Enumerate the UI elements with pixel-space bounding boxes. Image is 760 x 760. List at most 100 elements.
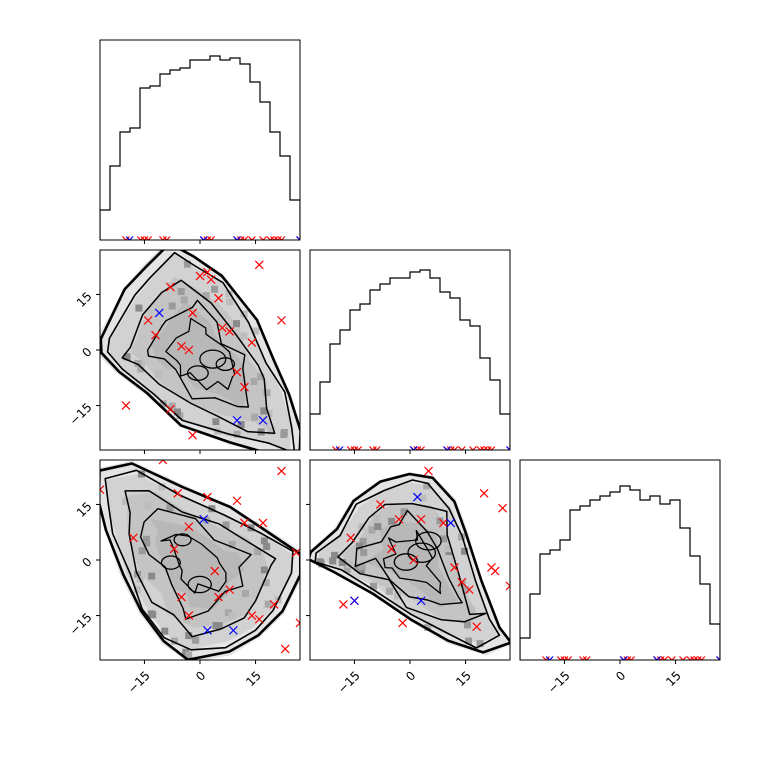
density-cell: [264, 600, 272, 608]
red-x-marker: [346, 446, 355, 450]
red-x-marker: [693, 656, 702, 660]
density-cell: [224, 609, 232, 617]
red-x-marker: [247, 338, 257, 348]
red-x-marker: [409, 555, 419, 565]
red-x-marker: [295, 618, 300, 628]
red-x-marker: [270, 236, 278, 240]
blue-x-marker: [232, 415, 242, 425]
red-x-marker: [273, 236, 282, 240]
density-cell: [458, 533, 465, 541]
density-cell: [143, 535, 150, 543]
density-cell: [343, 565, 351, 573]
blue-x-marker: [125, 236, 134, 240]
histogram-step-line: [100, 55, 300, 240]
density-cell: [185, 632, 193, 640]
blue-x-marker: [296, 236, 300, 240]
density-cell: [374, 523, 382, 530]
blue-x-marker: [350, 596, 359, 606]
density-cell: [316, 558, 324, 566]
contour-line-3: [354, 509, 463, 606]
contour-line-4: [382, 529, 442, 595]
density-cell: [358, 563, 366, 570]
blue-x-marker: [446, 518, 456, 528]
density-cell: [135, 304, 143, 312]
density-cell: [357, 566, 365, 574]
red-x-marker: [254, 260, 264, 270]
contour-panel-2-0: [100, 462, 300, 660]
density-cell: [134, 360, 142, 367]
red-x-marker: [128, 533, 138, 543]
density-cell: [237, 421, 245, 428]
density-cell: [144, 501, 152, 509]
density-cell: [423, 482, 431, 490]
density-cell: [133, 586, 141, 594]
blue-x-marker: [154, 308, 164, 318]
density-cell: [212, 622, 220, 630]
density-cell: [228, 541, 236, 548]
contour-line-3: [139, 508, 252, 620]
red-x-marker: [247, 611, 257, 620]
density-cell: [267, 427, 275, 435]
red-x-marker: [207, 236, 216, 240]
density-cell: [464, 621, 471, 629]
blue-x-marker: [716, 656, 720, 660]
red-x-marker: [417, 446, 426, 450]
red-x-marker: [159, 236, 167, 240]
blue-markers-2-0: [154, 460, 238, 635]
red-x-marker: [140, 236, 149, 240]
density-cell: [177, 288, 185, 295]
contour-island: [187, 575, 212, 594]
density-cell: [468, 607, 476, 615]
red-x-marker: [225, 327, 235, 336]
histogram-step-line: [310, 269, 510, 450]
density-cell: [168, 402, 176, 410]
red-markers-2-1: [338, 466, 510, 632]
red-x-marker: [188, 308, 198, 318]
red-x-marker: [169, 544, 179, 554]
red-x-marker: [483, 446, 492, 450]
density-cell: [262, 579, 270, 587]
red-x-marker: [564, 656, 573, 660]
density-cell: [166, 504, 174, 512]
red-x-marker: [184, 611, 194, 620]
red-x-marker: [202, 267, 212, 277]
density-cell: [202, 292, 210, 300]
red-x-marker: [667, 656, 676, 660]
red-x-marker: [457, 446, 466, 450]
blue-x-marker: [258, 415, 268, 425]
density-cell: [123, 353, 131, 361]
contour-island: [186, 365, 209, 381]
red-x-marker: [188, 430, 198, 440]
red-x-marker: [394, 514, 404, 524]
red-x-marker: [490, 566, 500, 576]
red-x-marker: [195, 271, 205, 281]
density-cell: [138, 360, 146, 368]
contour-island: [415, 531, 442, 551]
blue-markers-2-1: [350, 492, 456, 606]
density-cell: [174, 408, 181, 416]
red-x-marker: [686, 656, 695, 660]
density-cell: [329, 557, 337, 565]
density-cell: [419, 494, 427, 502]
red-x-marker: [143, 315, 153, 325]
density-cell: [280, 429, 288, 436]
contour-line-0: [100, 462, 300, 660]
red-x-marker: [498, 503, 508, 513]
red-x-marker: [100, 485, 105, 495]
red-x-marker: [579, 656, 587, 660]
density-cell: [260, 537, 268, 545]
red-x-marker: [269, 600, 279, 609]
red-x-marker: [375, 500, 385, 509]
density-cell: [373, 514, 381, 522]
blue-x-marker: [416, 596, 426, 606]
red-x-marker: [416, 514, 426, 524]
contour-island: [173, 533, 192, 547]
density-cell: [240, 332, 248, 340]
red-x-marker: [346, 533, 356, 543]
histogram-1-1: [310, 269, 510, 450]
density-cell: [436, 517, 444, 525]
density-cell: [233, 320, 240, 328]
red-x-marker: [291, 548, 300, 558]
contour-line-1: [314, 479, 501, 649]
contour-panel-1-0: [100, 250, 300, 450]
